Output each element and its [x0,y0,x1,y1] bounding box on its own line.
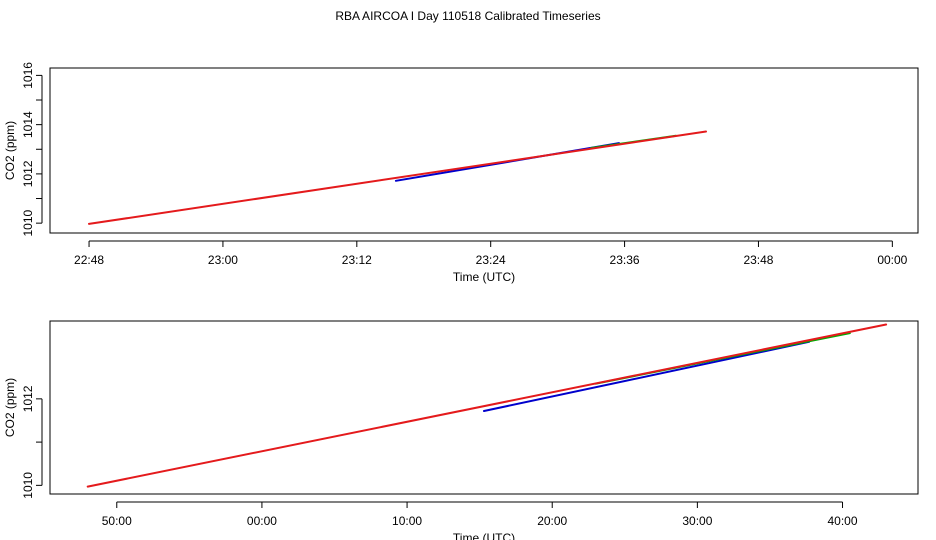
y-tick-label: 1012 [21,385,35,412]
x-tick-label: 40:00 [828,514,858,528]
x-tick-label: 23:36 [610,253,640,267]
x-tick-label: 50:00 [102,514,132,528]
x-tick-label: 00:00 [247,514,277,528]
x-tick-label: 22:48 [74,253,104,267]
y-axis-label: CO2 (ppm) [3,121,17,180]
x-axis-label: Time (UTC) [453,531,515,540]
series-line [483,340,811,412]
co2-panel-bottom: 50:00 00:00 10:00 20:00 30:00 40:00 Time (UTC)… [3,320,919,540]
series-line [88,130,707,225]
y-tick-label: 1016 [21,62,35,89]
x-axis-label: Time (UTC) [453,270,515,284]
y-tick-label: 1014 [21,111,35,138]
plot-frame [49,67,919,234]
x-tick-label: 23:00 [208,253,238,267]
x-tick-label: 30:00 [682,514,712,528]
y-axis-label: CO2 (ppm) [3,378,17,437]
co2-panel-top: 22:48 23:00 23:12 23:24 23:36 23:48 00:00 Time … [3,62,919,284]
y-tick-label: 1010 [21,209,35,236]
x-tick-label: 00:00 [877,253,907,267]
x-tick-label: 10:00 [392,514,422,528]
y-tick-label: 1012 [21,160,35,187]
x-tick-label: 20:00 [537,514,567,528]
plot-frame [49,320,919,495]
x-tick-label: 23:24 [476,253,506,267]
y-tick-label: 1010 [21,472,35,499]
series-line [86,323,888,488]
x-tick-label: 23:12 [342,253,372,267]
x-tick-label: 23:48 [743,253,773,267]
figure-title: RBA AIRCOA I Day 110518 Calibrated Times… [335,9,601,23]
